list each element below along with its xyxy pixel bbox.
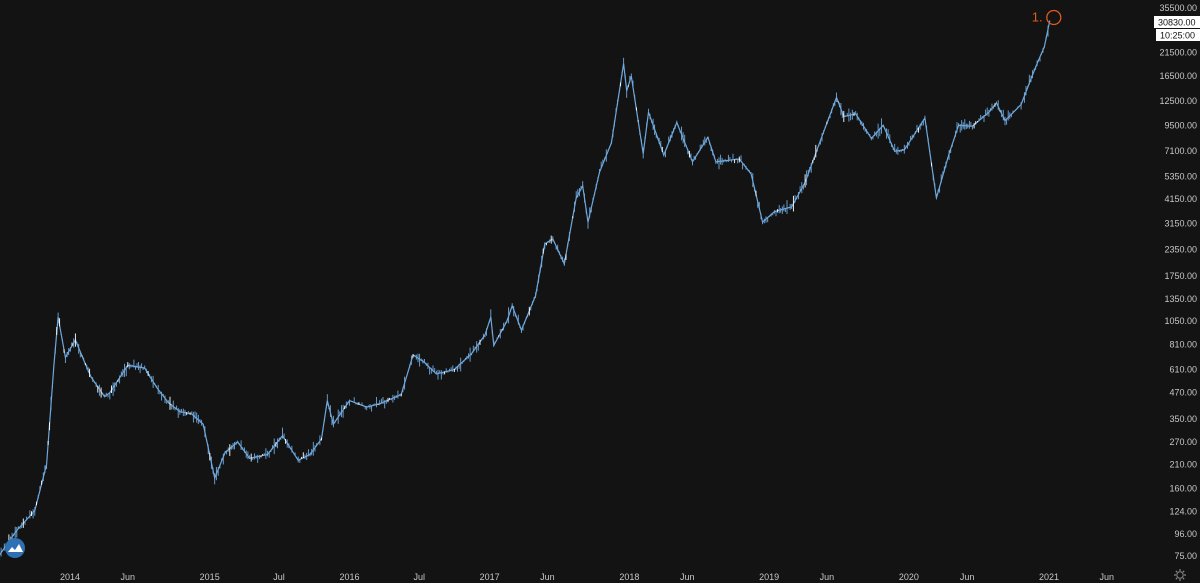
x-tick-label: 2021 bbox=[1039, 572, 1059, 582]
annotation-label: 1. bbox=[1032, 10, 1043, 25]
y-tick-label: 1050.00 bbox=[1164, 316, 1197, 326]
gear-icon[interactable] bbox=[1174, 569, 1186, 581]
y-tick-label: 1750.00 bbox=[1164, 271, 1197, 281]
y-tick-label: 270.00 bbox=[1169, 437, 1197, 447]
x-tick-label: 2014 bbox=[60, 572, 80, 582]
y-tick-label: 16500.00 bbox=[1159, 71, 1197, 81]
y-tick-label: 610.00 bbox=[1169, 365, 1197, 375]
y-tick-label: 160.00 bbox=[1169, 484, 1197, 494]
x-tick-label: Jun bbox=[960, 572, 975, 582]
y-tick-label: 96.00 bbox=[1174, 529, 1197, 539]
y-tick-label: 3150.00 bbox=[1164, 219, 1197, 229]
x-tick-label: Jul bbox=[273, 572, 285, 582]
y-tick-label: 35500.00 bbox=[1159, 3, 1197, 13]
y-tick-label: 75.00 bbox=[1174, 551, 1197, 561]
y-tick-label: 124.00 bbox=[1169, 506, 1197, 516]
time-label: 10:25:00 bbox=[1160, 31, 1195, 41]
x-tick-label: 2019 bbox=[759, 572, 779, 582]
x-tick-label: Jun bbox=[1100, 572, 1115, 582]
x-tick-label: 2015 bbox=[200, 572, 220, 582]
y-tick-label: 12500.00 bbox=[1159, 96, 1197, 106]
price-axis[interactable]: 35500.00 21500.00 16500.00 12500.00 9500.00 7… bbox=[1159, 3, 1197, 561]
y-tick-label: 810.00 bbox=[1169, 339, 1197, 349]
last-price-marker: 30830.00 10:25:00 bbox=[1154, 16, 1200, 41]
y-tick-label: 5350.00 bbox=[1164, 171, 1197, 181]
time-axis[interactable]: 2014 Jun 2015 Jul 2016 Jul 2017 Jun 2018 Jun 2019 J… bbox=[60, 572, 1114, 582]
x-tick-label: Jun bbox=[680, 572, 695, 582]
y-tick-label: 350.00 bbox=[1169, 414, 1197, 424]
x-tick-label: 2016 bbox=[339, 572, 359, 582]
x-tick-label: 2017 bbox=[480, 572, 500, 582]
cloud-logo-icon[interactable] bbox=[5, 538, 25, 558]
x-tick-label: Jul bbox=[413, 572, 425, 582]
y-tick-label: 21500.00 bbox=[1159, 48, 1197, 58]
x-tick-label: Jun bbox=[540, 572, 555, 582]
x-tick-label: Jun bbox=[820, 572, 835, 582]
time-label-box bbox=[1156, 29, 1200, 41]
price-label-box bbox=[1154, 16, 1200, 28]
price-series bbox=[0, 20, 1051, 561]
price-label: 30830.00 bbox=[1158, 18, 1196, 28]
annotation-marker[interactable]: 1. bbox=[1032, 9, 1062, 26]
y-tick-label: 470.00 bbox=[1169, 388, 1197, 398]
y-tick-label: 1350.00 bbox=[1164, 294, 1197, 304]
x-tick-label: Jun bbox=[121, 572, 136, 582]
y-tick-label: 7100.00 bbox=[1164, 146, 1197, 156]
y-tick-label: 9500.00 bbox=[1164, 120, 1197, 130]
x-tick-label: 2018 bbox=[619, 572, 639, 582]
x-tick-label: 2020 bbox=[899, 572, 919, 582]
y-tick-label: 4150.00 bbox=[1164, 194, 1197, 204]
y-tick-label: 210.00 bbox=[1169, 459, 1197, 469]
y-tick-label: 2350.00 bbox=[1164, 245, 1197, 255]
annotation-circle bbox=[1046, 9, 1062, 26]
